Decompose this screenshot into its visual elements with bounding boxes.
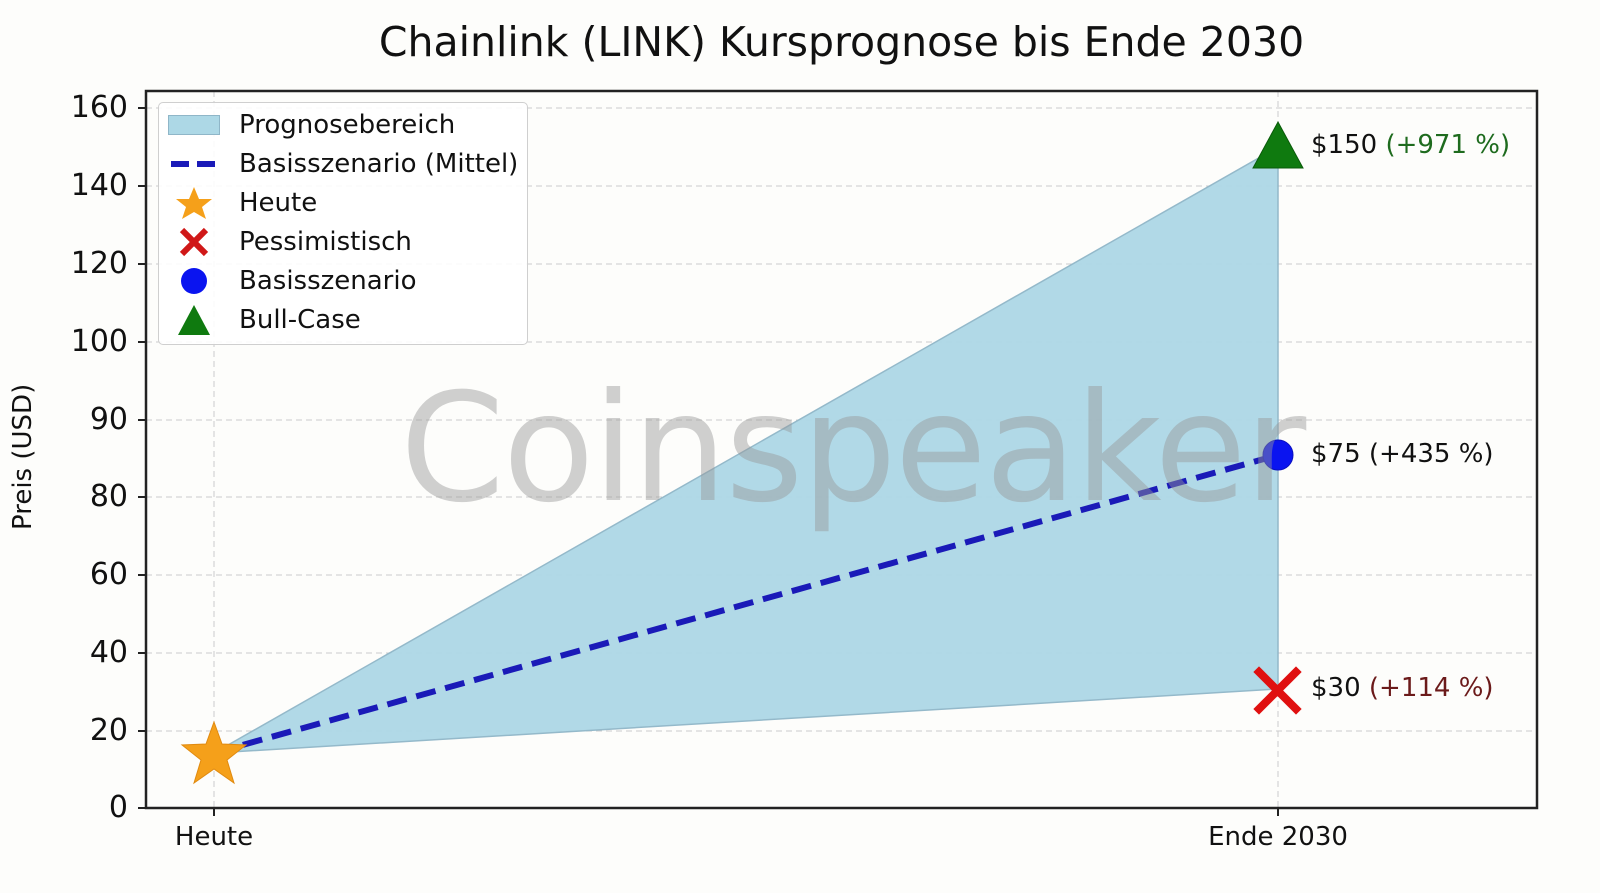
y-tick-label: 90 xyxy=(89,402,128,437)
y-tick-label: 40 xyxy=(89,635,128,670)
y-tick-label: 140 xyxy=(70,168,128,203)
x-mark-icon xyxy=(159,224,229,260)
y-tick-label: 0 xyxy=(108,790,128,825)
pessimistic-price: $30 xyxy=(1311,673,1361,703)
base-scenario-marker xyxy=(1262,439,1294,471)
legend-item-base-scenario: Basisszenario xyxy=(159,263,417,299)
pessimistic-marker xyxy=(1253,666,1302,715)
plot-frame xyxy=(144,89,1539,810)
x-tick-label-end-2030: Ende 2030 xyxy=(1208,822,1348,852)
chart-title: Chainlink (LINK) Kursprognose bis Ende 2… xyxy=(378,18,1305,66)
base-scenario-line xyxy=(213,452,1279,756)
y-tick-label: 20 xyxy=(89,713,128,748)
forecast-range-area xyxy=(213,145,1279,754)
legend-item-base-scenario-mean: Basisszenario (Mittel) xyxy=(159,146,518,182)
base-scenario-change: (+435 %) xyxy=(1368,439,1494,469)
watermark: Coinspeaker xyxy=(400,362,1306,536)
pessimistic-change: (+114 %) xyxy=(1368,673,1494,703)
y-axis-label: Preis (USD) xyxy=(8,383,38,530)
circle-icon xyxy=(159,263,229,299)
base-scenario-annotation: $75 (+435 %) xyxy=(1311,439,1494,469)
y-tick-label: 100 xyxy=(70,324,128,359)
bull-case-annotation: $150 (+971 %) xyxy=(1311,130,1510,160)
y-tick-label: 60 xyxy=(89,557,128,592)
star-icon xyxy=(159,185,229,221)
today-star-marker xyxy=(180,720,248,785)
y-tick-label: 160 xyxy=(70,90,128,125)
legend-item-today: Heute xyxy=(159,185,317,221)
dashed-line-icon xyxy=(159,146,229,182)
bull-case-price: $150 xyxy=(1311,130,1378,160)
bull-case-change: (+971 %) xyxy=(1385,130,1511,160)
bull-case-marker xyxy=(1252,120,1304,169)
legend-item-pessimistic: Pessimistisch xyxy=(159,224,412,260)
legend-item-bull-case: Bull-Case xyxy=(159,302,361,338)
y-ticks xyxy=(138,107,146,809)
y-tick-label: 80 xyxy=(89,479,128,514)
x-tick-label-today: Heute xyxy=(174,822,254,852)
pessimistic-annotation: $30 (+114 %) xyxy=(1311,673,1494,703)
x-ticks xyxy=(213,808,1279,816)
base-scenario-price: $75 xyxy=(1311,439,1361,469)
forecast-range-swatch-icon xyxy=(159,107,229,143)
chart-legend: Prognosebereich Basisszenario (Mittel) H… xyxy=(158,102,528,345)
triangle-icon xyxy=(159,302,229,338)
y-tick-label: 120 xyxy=(70,246,128,281)
legend-item-forecast-range: Prognosebereich xyxy=(159,107,455,143)
